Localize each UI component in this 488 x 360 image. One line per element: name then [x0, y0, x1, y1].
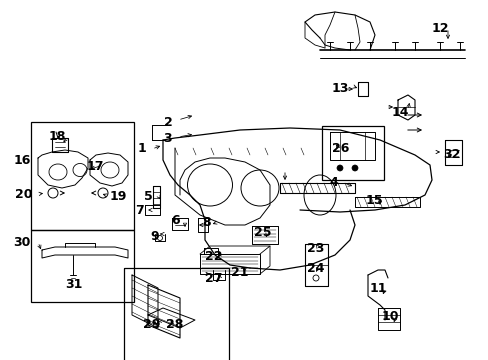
Text: 7: 7 [135, 203, 144, 216]
Text: 12: 12 [430, 22, 448, 35]
Text: 1: 1 [137, 143, 146, 156]
Bar [31, 122, 134, 230]
Text: 22: 22 [205, 251, 223, 264]
Text: 29: 29 [143, 319, 161, 332]
Text: 19: 19 [109, 189, 126, 202]
Text: 8: 8 [202, 216, 211, 229]
Text: 20: 20 [15, 188, 33, 201]
Text: 11: 11 [368, 283, 386, 296]
Bar [321, 126, 383, 180]
Text: 21: 21 [231, 266, 248, 279]
Text: 23: 23 [306, 243, 324, 256]
Text: 2: 2 [163, 117, 172, 130]
Text: 28: 28 [166, 319, 183, 332]
Text: 15: 15 [365, 194, 382, 207]
Text: 25: 25 [254, 225, 271, 238]
Text: 4: 4 [329, 176, 338, 189]
Text: 27: 27 [205, 271, 223, 284]
Text: 10: 10 [381, 310, 398, 323]
Text: 18: 18 [48, 130, 65, 144]
Text: 30: 30 [13, 235, 31, 248]
Text: 24: 24 [306, 261, 324, 274]
Text: 6: 6 [171, 213, 180, 226]
Text: 5: 5 [143, 189, 152, 202]
Text: 9: 9 [150, 230, 159, 243]
Text: 17: 17 [86, 161, 103, 174]
Circle shape [336, 165, 342, 171]
Text: 3: 3 [163, 131, 172, 144]
Text: 13: 13 [331, 81, 348, 94]
Text: 14: 14 [390, 105, 408, 118]
Bar [124, 268, 228, 360]
Circle shape [351, 165, 357, 171]
Text: 26: 26 [332, 141, 349, 154]
Text: 16: 16 [13, 154, 31, 167]
Text: 31: 31 [65, 279, 82, 292]
Bar [31, 230, 134, 302]
Text: 32: 32 [443, 148, 460, 162]
